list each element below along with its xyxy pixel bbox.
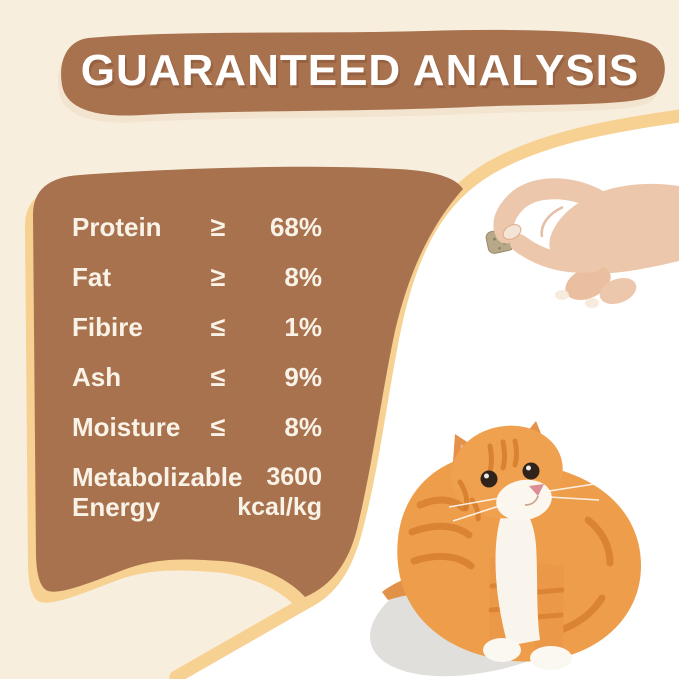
right-eye	[522, 462, 540, 480]
palm-and-wrist	[549, 183, 679, 274]
white-paw	[483, 638, 521, 662]
title-banner-blob	[61, 29, 665, 116]
folded-finger	[599, 277, 637, 305]
pink-nose	[529, 484, 544, 496]
forehead-stripes	[457, 438, 519, 522]
cat-front-leg	[535, 563, 564, 660]
mouth	[524, 495, 539, 506]
guaranteed-analysis-table: Protein ≥ 68% Fat ≥ 8% Fibire ≤ 1% Ash ≤…	[72, 212, 322, 542]
fingernail	[585, 298, 599, 308]
nutrient-label: Fat	[72, 262, 111, 292]
nutrient-label: Ash	[72, 362, 122, 392]
eye-glint	[484, 473, 489, 479]
index-finger	[493, 178, 607, 244]
thumb	[510, 234, 603, 273]
page-title: GUARANTEED ANALYSIS	[80, 46, 640, 95]
comparison-operator: ≤	[210, 312, 226, 342]
fingernail	[555, 290, 569, 300]
analysis-row: Metabolizable Energy 3600 kcal/kg	[72, 462, 322, 522]
eye-glint	[526, 465, 531, 471]
white-chest	[495, 498, 540, 646]
folded-finger	[565, 266, 611, 300]
comparison-operator: ≤	[210, 362, 226, 392]
whiskers	[448, 482, 602, 522]
nutrient-value: 8%	[284, 262, 322, 292]
nutrient-value: 8%	[284, 412, 322, 442]
hand-with-treat-photo	[485, 178, 679, 308]
analysis-row: Ash ≤ 9%	[72, 362, 322, 392]
nutrient-label: Fibire	[72, 312, 143, 342]
analysis-row: Moisture ≤ 8%	[72, 412, 322, 442]
nutrient-label: Moisture	[72, 412, 181, 442]
left-eye	[480, 470, 498, 488]
analysis-row: Fat ≥ 8%	[72, 262, 322, 292]
nutrient-value: 68%	[269, 212, 322, 242]
index-fingernail	[502, 224, 522, 240]
comparison-operator: ≥	[210, 212, 226, 242]
nutrient-label: Protein	[72, 212, 162, 242]
finger-crease	[540, 205, 564, 238]
nutrient-value: 3600 kcal/kg	[237, 463, 322, 521]
comparison-operator: ≥	[210, 262, 226, 292]
nutrient-label: Metabolizable Energy	[72, 462, 243, 522]
kitten-photo	[370, 421, 641, 677]
analysis-row: Fibire ≤ 1%	[72, 312, 322, 342]
nutrient-value: 9%	[284, 362, 322, 392]
comparison-operator: ≤	[210, 412, 226, 442]
analysis-blob	[32, 166, 464, 597]
analysis-row: Protein ≥ 68%	[72, 212, 322, 242]
nutrient-value: 1%	[284, 312, 322, 342]
white-paw	[530, 646, 572, 670]
